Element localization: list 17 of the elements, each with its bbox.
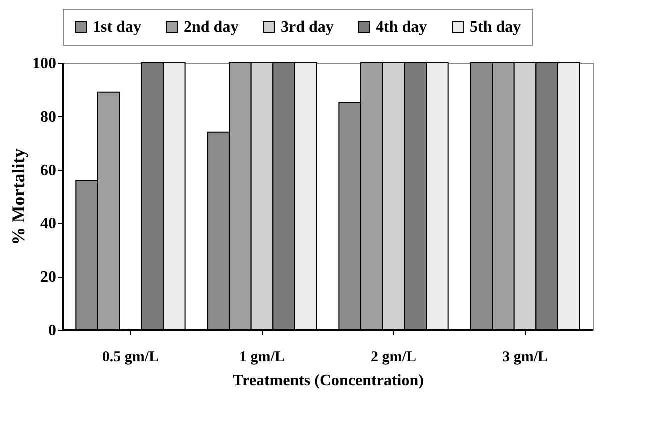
legend-label: 1st day [93, 19, 142, 36]
x-tick-label: 0.5 gm/L [102, 350, 160, 366]
legend-label: 3rd day [281, 19, 334, 36]
y-tick-label: 20 [40, 269, 56, 286]
y-tick-label: 0 [48, 322, 56, 340]
x-tick-label: 2 gm/L [371, 350, 416, 366]
y-tick-label: 60 [40, 162, 56, 180]
y-tick-label: 40 [40, 216, 56, 233]
y-tick-label: 80 [40, 108, 56, 126]
x-tick-label: 3 gm/L [502, 350, 548, 366]
legend-label: 4th day [376, 19, 428, 36]
y-tick-label: 100 [32, 56, 56, 72]
x-tick-label: 1 gm/L [240, 350, 285, 366]
legend-label: 2nd day [184, 19, 239, 36]
x-axis-title: Treatments (Concentration) [233, 372, 424, 390]
legend-label: 5th day [470, 19, 522, 36]
y-axis-title: % Mortality [8, 148, 28, 246]
